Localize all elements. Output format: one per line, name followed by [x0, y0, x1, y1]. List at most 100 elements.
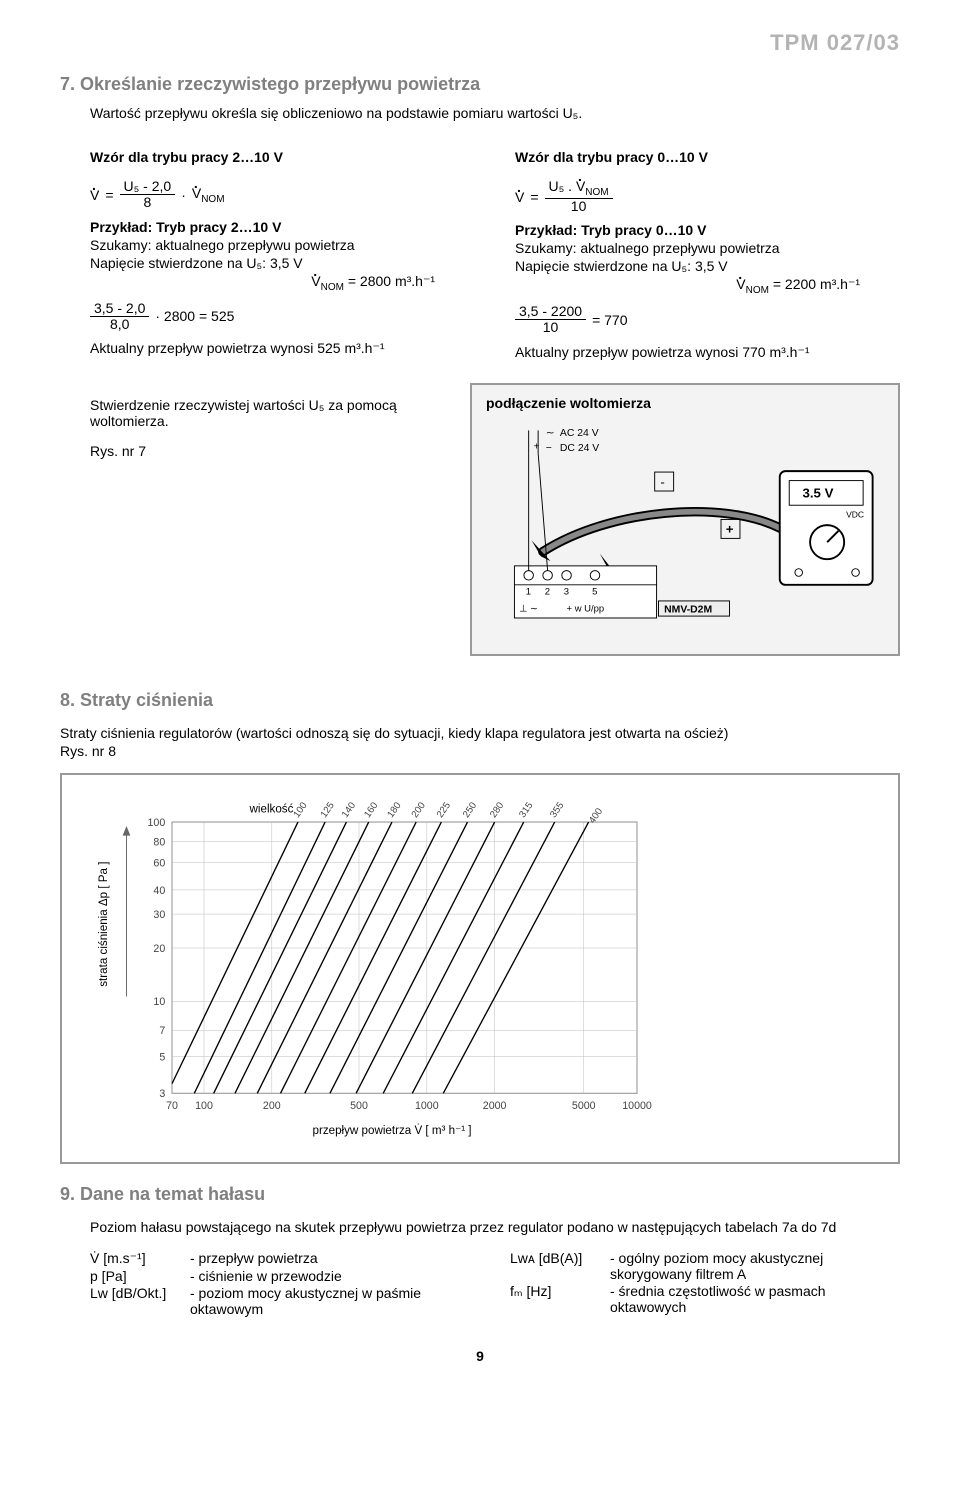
example-line1-right: Szukamy: aktualnego przepływu powietrza: [515, 240, 900, 256]
fig7-caption: podłączenie woltomierza: [486, 395, 884, 411]
section-7: 7. Określanie rzeczywistego przepływu po…: [60, 74, 900, 656]
voltmeter-diagram: ∼ AC 24 V − DC 24 V + - +: [486, 419, 884, 637]
svg-text:400: 400: [587, 806, 605, 826]
denominator: 8: [139, 195, 155, 210]
legend-item: fₘ [Hz] - średnia częstotliwość w pasmac…: [510, 1283, 900, 1315]
svg-text:+ w U/pp: + w U/pp: [567, 603, 605, 614]
page-number: 9: [60, 1348, 900, 1364]
svg-text:80: 80: [153, 836, 165, 848]
voltmeter-reading: 3.5 V: [802, 485, 833, 500]
section-9: 9. Dane na temat hałasu Poziom hałasu po…: [60, 1184, 900, 1318]
section-8: 8. Straty ciśnienia Straty ciśnienia reg…: [60, 690, 900, 1165]
calc-rest-right: = 770: [592, 312, 627, 328]
module-label: NMV-D2M: [664, 604, 712, 615]
svg-text:30: 30: [153, 909, 165, 921]
svg-text:355: 355: [548, 800, 566, 820]
svg-text:AC 24 V: AC 24 V: [560, 428, 599, 439]
calc-num-right: 3,5 - 2200: [515, 304, 586, 320]
svg-text:250: 250: [461, 800, 479, 820]
legend-item: V̇ [m.s⁻¹] - przepływ powietrza: [90, 1250, 480, 1267]
svg-text:40: 40: [153, 884, 165, 896]
formula-0-10v: V = U₅ . VNOM 10: [515, 179, 900, 214]
svg-text:200: 200: [263, 1100, 281, 1112]
svg-text:200: 200: [410, 800, 428, 820]
numerator: U₅ - 2,0: [120, 179, 176, 195]
svg-text:70: 70: [166, 1100, 178, 1112]
calc-0-10v: 3,5 - 2200 10 = 770: [515, 304, 900, 336]
mode-2-10v-heading: Wzór dla trybu pracy 2…10 V: [90, 149, 475, 165]
vnom-symbol: VNOM: [192, 185, 225, 205]
svg-text:20: 20: [153, 943, 165, 955]
calc-rest-left: · 2800 = 525: [155, 308, 234, 324]
svg-text:10: 10: [153, 996, 165, 1008]
section-8-intro: Straty ciśnienia regulatorów (wartości o…: [60, 725, 900, 741]
example-heading-right: Przykład: Tryb pracy 0…10 V: [515, 222, 900, 238]
pressure-loss-chart: 100 80 60 40 30 20 10 7 5 3: [60, 773, 900, 1165]
svg-text:100: 100: [195, 1100, 213, 1112]
section-9-title: 9. Dane na temat hałasu: [60, 1184, 900, 1205]
fraction: U₅ - 2,0 8: [120, 179, 176, 211]
document-code: TPM 027/03: [60, 30, 900, 56]
section-8-title: 8. Straty ciśnienia: [60, 690, 900, 711]
svg-text:⊥ ∼: ⊥ ∼: [519, 603, 538, 614]
svg-text:500: 500: [350, 1100, 368, 1112]
svg-text:5000: 5000: [572, 1100, 596, 1112]
mode-2-10v-block: Wzór dla trybu pracy 2…10 V V = U₅ - 2,0…: [90, 135, 475, 363]
vnom-value-left: VNOM = 2800 m³.h⁻¹: [90, 273, 475, 293]
svg-text:160: 160: [362, 800, 380, 820]
svg-text:315: 315: [517, 800, 535, 820]
svg-text:180: 180: [385, 800, 403, 820]
fig7-ref: Rys. nr 7: [90, 443, 430, 459]
svg-text:5: 5: [592, 586, 597, 597]
multiply-dot: ·: [181, 187, 186, 203]
ac-label: ∼: [546, 428, 555, 439]
v-dot-symbol: V: [90, 187, 99, 203]
vnom-value-right: VNOM = 2200 m³.h⁻¹: [515, 276, 900, 296]
svg-text:10000: 10000: [622, 1100, 652, 1112]
legend-item: Lwᴀ [dB(A)] - ogólny poziom mocy akustyc…: [510, 1250, 900, 1282]
svg-text:5: 5: [159, 1051, 165, 1063]
formula-2-10v: V = U₅ - 2,0 8 · VNOM: [90, 179, 475, 211]
y-axis-label: strata ciśnienia Δp [ Pa ]: [97, 861, 110, 986]
sizes-label: wielkość: [249, 802, 294, 815]
result-right: Aktualny przepływ powietrza wynosi 770 m…: [515, 344, 900, 361]
result-left: Aktualny przepływ powietrza wynosi 525 m…: [90, 340, 475, 357]
svg-text:280: 280: [488, 800, 506, 820]
equals-sign: =: [530, 189, 538, 205]
example-line2-left: Napięcie stwierdzone na U₅: 3,5 V: [90, 255, 475, 271]
svg-text:225: 225: [435, 800, 453, 820]
svg-text:60: 60: [153, 857, 165, 869]
mode-0-10v-heading: Wzór dla trybu pracy 0…10 V: [515, 149, 900, 165]
svg-text:100: 100: [291, 800, 309, 820]
svg-text:2: 2: [545, 586, 550, 597]
example-line2-right: Napięcie stwierdzone na U₅: 3,5 V: [515, 258, 900, 274]
vdc-label: VDC: [846, 509, 864, 519]
section-7-intro: Wartość przepływu określa się obliczenio…: [90, 105, 900, 121]
section-7-title: 7. Określanie rzeczywistego przepływu po…: [60, 74, 900, 95]
svg-text:125: 125: [319, 800, 337, 820]
equals-sign: =: [105, 187, 113, 203]
example-heading-left: Przykład: Tryb pracy 2…10 V: [90, 219, 475, 235]
svg-text:1000: 1000: [415, 1100, 439, 1112]
legend-item: Lw [dB/Okt.] - poziom mocy akustycznej w…: [90, 1285, 480, 1317]
svg-text:7: 7: [159, 1025, 165, 1037]
svg-text:−: −: [546, 443, 552, 454]
x-axis-label: przepływ powietrza V̇ [ m³ h⁻¹ ]: [313, 1124, 472, 1137]
svg-text:2000: 2000: [483, 1100, 507, 1112]
calc-num-left: 3,5 - 2,0: [90, 301, 149, 317]
denominator: 10: [567, 199, 591, 214]
svg-text:DC 24 V: DC 24 V: [560, 443, 599, 454]
section-9-intro: Poziom hałasu powstającego na skutek prz…: [90, 1219, 900, 1235]
calc-den-right: 10: [539, 320, 563, 335]
calc-2-10v: 3,5 - 2,0 8,0 · 2800 = 525: [90, 301, 475, 333]
legend-item: p [Pa] - ciśnienie w przewodzie: [90, 1268, 480, 1284]
calc-den-left: 8,0: [106, 317, 133, 332]
example-line1-left: Szukamy: aktualnego przepływu powietrza: [90, 237, 475, 253]
svg-text:100: 100: [147, 817, 165, 829]
fig8-ref: Rys. nr 8: [60, 743, 900, 759]
fig7-description: Stwierdzenie rzeczywistej wartości U₅ za…: [90, 397, 430, 429]
svg-text:1: 1: [526, 586, 531, 597]
svg-text:140: 140: [340, 800, 358, 820]
figure-7-box: podłączenie woltomierza ∼ AC 24 V − DC 2…: [470, 383, 900, 656]
fraction: U₅ . VNOM 10: [545, 179, 613, 214]
